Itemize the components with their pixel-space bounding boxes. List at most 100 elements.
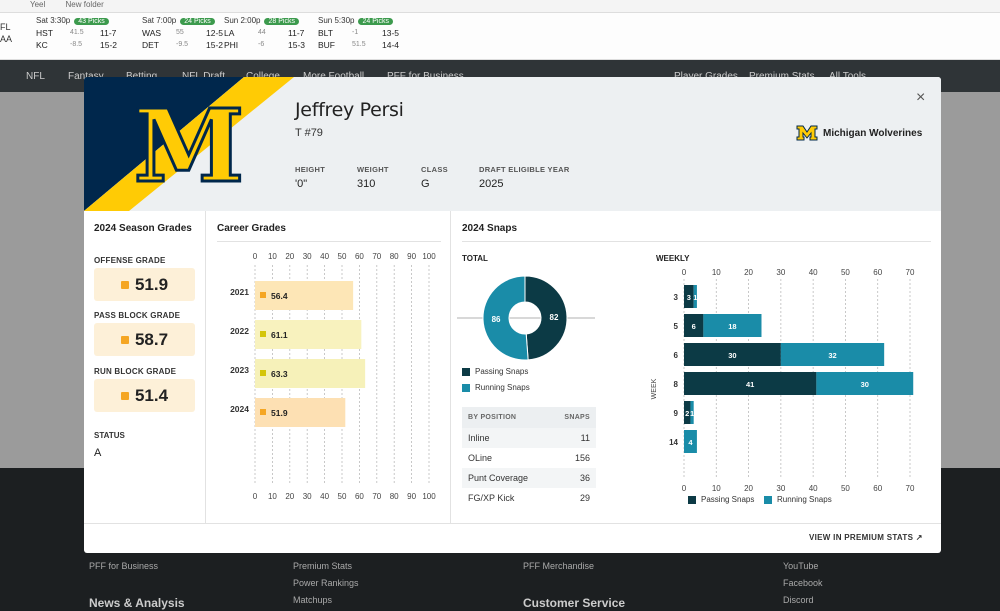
- grade-dot: [260, 409, 266, 415]
- bar-value-label: 1: [690, 409, 694, 418]
- bar-value-label: 32: [828, 351, 836, 360]
- divider: [462, 241, 931, 242]
- pass-block-grade-value: 58.7: [134, 329, 169, 349]
- tick-label: 60: [873, 268, 882, 277]
- weekly-bar: [684, 285, 694, 308]
- weekly-bar: [780, 343, 885, 366]
- tick-label: 70: [372, 252, 381, 261]
- position-snaps: 11: [580, 433, 590, 443]
- tick-label: 40: [809, 268, 818, 277]
- footer-link[interactable]: PFF Merchandise: [523, 561, 595, 571]
- position-table: BY POSITION SNAPS Inline 11 OLine 156 Punt C…: [462, 407, 596, 508]
- footer-link[interactable]: Facebook: [783, 578, 823, 588]
- tick-label: 10: [268, 492, 277, 501]
- footer-link[interactable]: Discord: [783, 595, 814, 605]
- footer-link[interactable]: YouTube: [783, 561, 819, 571]
- league-label[interactable]: FL AA: [0, 22, 13, 44]
- nav-item[interactable]: College: [246, 71, 280, 82]
- logo-letter: M: [134, 87, 245, 205]
- close-icon[interactable]: ×: [916, 89, 926, 106]
- career-bar: [255, 320, 362, 349]
- legend-swatch: [462, 383, 470, 392]
- position-name: FG/XP Kick: [468, 493, 515, 503]
- week-label: 14: [669, 438, 678, 447]
- offense-grade-value: 51.9: [134, 274, 169, 294]
- grade-indicator-icon: [120, 280, 129, 289]
- bar-value-label: 1: [693, 293, 697, 302]
- footer-link[interactable]: Power Rankings: [293, 578, 359, 588]
- scores-strip: FL AA Sat 3:30p 43 Picks HST 41.5 11-7 KC -8…: [0, 13, 1000, 60]
- season-grades-panel: 2024 Season Grades OFFENSE GRADE 51.9 PA…: [84, 211, 206, 523]
- career-grades-title: Career Grades: [217, 223, 286, 234]
- week-label: 9: [674, 409, 679, 418]
- tick-label: 10: [712, 484, 721, 493]
- player-modal: M Jeffrey Persi T #79 HEIGHT '0" WEIGHT …: [84, 77, 941, 553]
- score-game[interactable]: Sun 2:00p 28 Picks LA 44 11-7 PHI -6 15-3: [224, 16, 306, 50]
- tick-label: 30: [303, 492, 312, 501]
- table-row: Punt Coverage 36: [462, 468, 596, 488]
- tick-label: 20: [285, 252, 294, 261]
- weekly-bar: [684, 372, 817, 395]
- nav-item[interactable]: PFF for Business: [387, 71, 464, 82]
- view-premium-stats-link[interactable]: VIEW IN PREMIUM STATS ↗: [809, 533, 923, 542]
- footer-link[interactable]: Matchups: [293, 595, 333, 605]
- footer-link[interactable]: PFF for Business: [89, 561, 159, 571]
- y-axis-label: WEEK: [651, 378, 658, 399]
- status-value: A: [94, 447, 102, 459]
- total-snaps-donut: 82 86: [457, 275, 595, 361]
- legend-swatch: [764, 495, 772, 504]
- tick-label: 30: [303, 252, 312, 261]
- snaps-title: 2024 Snaps: [462, 223, 518, 234]
- legend-swatch: [688, 495, 696, 504]
- footer-link[interactable]: Premium Stats: [293, 561, 353, 571]
- nav-item[interactable]: Player Grades: [674, 71, 738, 82]
- browser-bar: Yeel New folder: [0, 0, 1000, 13]
- tick-label: 0: [682, 268, 687, 277]
- tick-label: 80: [390, 492, 399, 501]
- table-header: BY POSITION SNAPS: [462, 407, 596, 428]
- nav-item[interactable]: More Football: [303, 71, 364, 82]
- tick-label: 50: [841, 268, 850, 277]
- weekly-bar: [684, 430, 697, 453]
- score-game[interactable]: Sat 3:30p 43 Picks HST 41.5 11-7 KC -8.5 15-2: [36, 16, 118, 50]
- nav-item[interactable]: Betting: [126, 71, 157, 82]
- position-name: Punt Coverage: [468, 473, 529, 483]
- nav-item[interactable]: Premium Stats: [749, 71, 815, 82]
- pass-block-grade-label: PASS BLOCK GRADE: [94, 311, 181, 320]
- category-label: 2023: [230, 365, 249, 375]
- tick-label: 80: [390, 252, 399, 261]
- tick-label: 20: [744, 484, 753, 493]
- week-label: 5: [674, 322, 679, 331]
- tick-label: 60: [873, 484, 882, 493]
- nav-item[interactable]: NFL Draft: [182, 71, 225, 82]
- nav-item[interactable]: Fantasy: [68, 71, 104, 82]
- pass-block-grade-box: 58.7: [94, 323, 195, 356]
- snaps-panel: 2024 Snaps TOTAL WEEKLY 82 86 Passing Sna…: [452, 211, 941, 523]
- career-grades-chart: 0 0 10 10 20 20 30 30 40 40 50 50 60 60 70 70 80 80 90 90 10…: [230, 252, 436, 501]
- season-grades-title: 2024 Season Grades: [94, 223, 192, 234]
- tick-label: 60: [355, 252, 364, 261]
- score-game[interactable]: Sun 5:30p 24 Picks BLT -1 13-5 BUF 51.5 14-4: [318, 16, 400, 50]
- browser-tab[interactable]: New folder: [65, 0, 104, 9]
- tick-label: 100: [422, 492, 436, 501]
- offense-grade-label: OFFENSE GRADE: [94, 256, 166, 265]
- tick-label: 50: [338, 492, 347, 501]
- nav-item[interactable]: All Tools: [829, 71, 866, 82]
- category-label: 2024: [230, 404, 249, 414]
- weekly-label: WEEKLY: [656, 254, 690, 263]
- team-link[interactable]: Michigan Wolverines: [796, 125, 922, 141]
- tick-label: 90: [407, 252, 416, 261]
- career-grades-panel: Career Grades 0 0 10 10 20 20 30 30 40 40 50 50 60 60…: [207, 211, 451, 523]
- weekly-bar: [684, 343, 781, 366]
- slice-value-label: 82: [550, 313, 559, 322]
- nav-item[interactable]: NFL: [26, 71, 45, 82]
- browser-tab[interactable]: Yeel: [30, 0, 46, 9]
- tick-label: 10: [268, 252, 277, 261]
- score-game[interactable]: Sat 7:00p 24 Picks WAS 55 12-5 DET -9.5 15-2: [142, 16, 224, 50]
- total-label: TOTAL: [462, 254, 488, 263]
- team-logo-banner: M: [84, 77, 294, 211]
- week-label: 8: [674, 380, 679, 389]
- player-header: M Jeffrey Persi T #79 HEIGHT '0" WEIGHT …: [84, 77, 941, 211]
- tick-label: 60: [355, 492, 364, 501]
- category-label: 2021: [230, 287, 249, 297]
